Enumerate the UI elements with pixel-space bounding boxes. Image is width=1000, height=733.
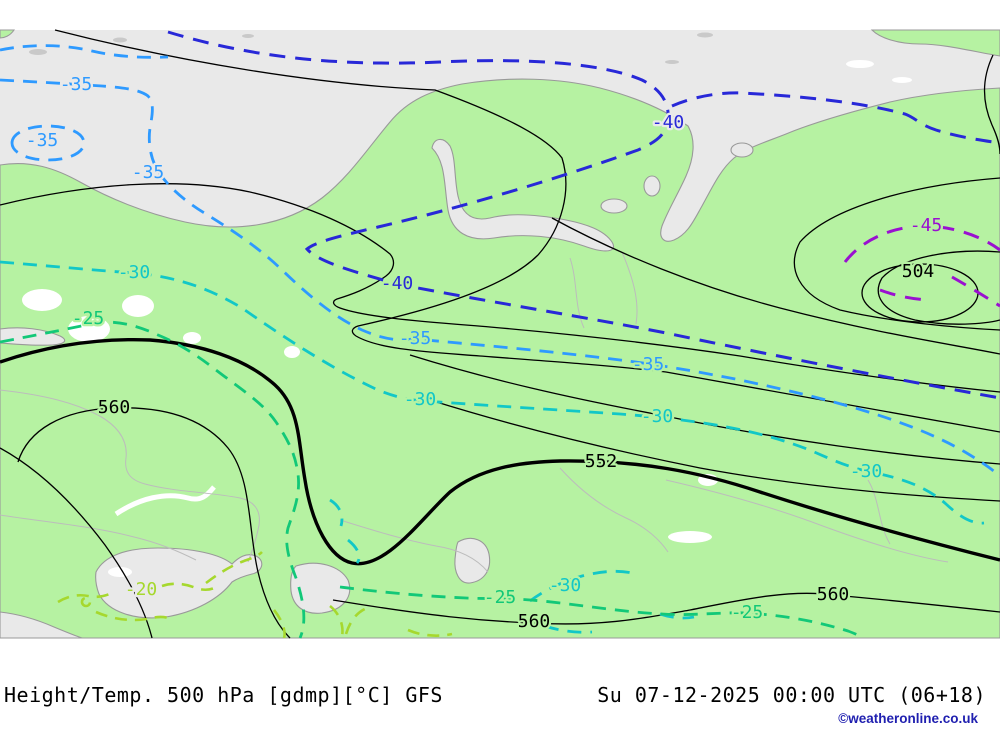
inland-seas-layer bbox=[0, 138, 754, 639]
temp-contour-label: -30 bbox=[118, 262, 151, 283]
temp-contour-label: -35 bbox=[132, 162, 165, 183]
temp-contour-label: -40 bbox=[652, 112, 685, 133]
temp-contour-label: -30 bbox=[850, 461, 883, 482]
height-contour-label: 560 bbox=[98, 397, 131, 418]
temp-contour-label: -35 bbox=[632, 354, 665, 375]
height-contour-label: 560 bbox=[518, 611, 551, 632]
temp-contour-label: -35 bbox=[399, 328, 432, 349]
weather-map-canvas: -35 -35 -35 -40 -40 -45 -35 -35 -30 -25 -30 -30 -30 -… bbox=[0, 29, 1000, 640]
temp-contour-label: -25 bbox=[731, 602, 764, 623]
white-patch-layer bbox=[22, 32, 912, 577]
temp-contour-label: -40 bbox=[381, 273, 414, 294]
height-contour-label: 560 bbox=[817, 584, 850, 605]
temp-contour-label: -30 bbox=[549, 575, 582, 596]
temp-contour-label: -35 bbox=[26, 130, 59, 151]
border-layer bbox=[0, 251, 949, 573]
temp-contour-label: -20 bbox=[125, 579, 158, 600]
contour-labels-layer: -35 -35 -35 -40 -40 -45 -35 -35 -30 -25 -30 -30 -30 -… bbox=[23, 72, 944, 635]
copyright-link[interactable]: ©weatheronline.co.uk bbox=[838, 711, 978, 726]
height-contour-label: 504 bbox=[902, 261, 935, 282]
temp-contour-label: -25 bbox=[72, 308, 105, 329]
temp-contour-layer bbox=[0, 30, 1000, 640]
height-contour-layer bbox=[0, 29, 1000, 639]
temp-contour-label: -30 bbox=[641, 406, 674, 427]
temp-contour-label: -25 bbox=[484, 587, 517, 608]
height-contour-label: 552 bbox=[585, 451, 618, 472]
temp-contour-label: -45 bbox=[910, 215, 943, 236]
temp-contour-label: -35 bbox=[60, 74, 93, 95]
valid-time: Su 07-12-2025 00:00 UTC (06+18) bbox=[597, 683, 986, 707]
temp-contour-label: -30 bbox=[404, 389, 437, 410]
chart-title: Height/Temp. 500 hPa [gdmp][°C] GFS bbox=[4, 683, 443, 707]
